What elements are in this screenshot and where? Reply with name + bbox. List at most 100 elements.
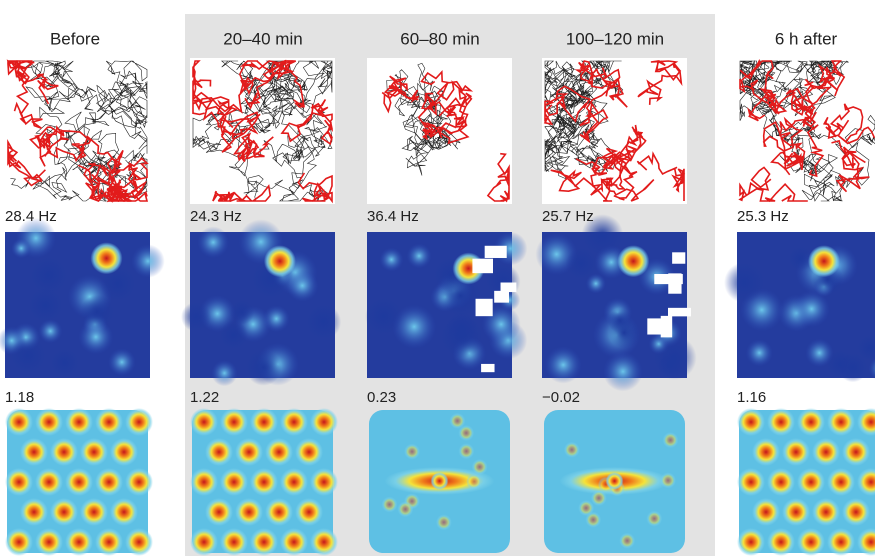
hot-field (617, 245, 649, 277)
dark-patch (181, 302, 211, 332)
weak-peak (436, 514, 452, 530)
weak-peak (662, 432, 678, 448)
peak (752, 498, 780, 526)
peak (280, 468, 308, 496)
peak (50, 438, 78, 466)
weak-peak (404, 444, 420, 460)
peak (295, 438, 323, 466)
low-field (197, 226, 229, 258)
dark-patch (446, 312, 478, 344)
peak (782, 438, 810, 466)
column-title: 20–40 min (223, 29, 302, 48)
hot-field (808, 245, 840, 277)
hot-field (264, 245, 296, 277)
dark-patch (653, 336, 697, 380)
rate-map (365, 232, 527, 378)
peak (737, 528, 765, 556)
column-title: Before (50, 29, 100, 48)
dark-patch (245, 349, 281, 385)
peak (310, 468, 338, 496)
peak (220, 528, 248, 556)
peak (797, 408, 825, 436)
peak (35, 528, 63, 556)
gridness-label: 0.23 (367, 389, 396, 406)
rate-label: 36.4 Hz (367, 208, 419, 225)
peak (95, 528, 123, 556)
autocorrelogram (369, 410, 510, 553)
peak (250, 468, 278, 496)
peak (65, 408, 93, 436)
rate-label: 24.3 Hz (190, 208, 242, 225)
low-field (11, 238, 31, 258)
peak (95, 408, 123, 436)
trajectory-plot (542, 58, 687, 204)
peak (265, 438, 293, 466)
peak (50, 498, 78, 526)
peak (235, 498, 263, 526)
low-field (379, 248, 403, 272)
peak (265, 498, 293, 526)
autocorrelogram (544, 410, 685, 553)
autocorrelogram (190, 408, 338, 556)
low-field (108, 348, 136, 376)
autocorrelogram (5, 408, 153, 556)
unvisited (661, 316, 672, 338)
peak (767, 468, 795, 496)
peak (827, 528, 855, 556)
gridness-label: −0.02 (542, 389, 580, 406)
peak (80, 498, 108, 526)
peak (295, 498, 323, 526)
weak-peak (381, 497, 397, 513)
peak (280, 528, 308, 556)
peak (842, 498, 870, 526)
rate-label: 28.4 Hz (5, 208, 57, 225)
low-field (131, 244, 165, 278)
trajectory-plot (190, 58, 335, 204)
unvisited (494, 291, 509, 303)
peak (110, 498, 138, 526)
peak (125, 528, 153, 556)
peak (190, 528, 218, 556)
dark-patch (219, 321, 248, 350)
peak (250, 408, 278, 436)
weak-peak (472, 459, 488, 475)
dark-patch (80, 295, 114, 329)
low-field (407, 243, 432, 268)
rate-label: 25.7 Hz (542, 208, 594, 225)
figure: Before28.4 Hz1.1820–40 min24.3 Hz1.2260–… (0, 0, 875, 556)
peak (35, 468, 63, 496)
unvisited (668, 308, 691, 317)
weak-peak (397, 501, 413, 517)
peak (125, 468, 153, 496)
weak-peak (646, 511, 662, 527)
peak (5, 408, 33, 436)
unvisited (501, 283, 517, 293)
unvisited (481, 364, 494, 372)
peak (95, 468, 123, 496)
peak (827, 408, 855, 436)
peak (310, 528, 338, 556)
column-title: 100–120 min (566, 29, 664, 48)
peak (797, 528, 825, 556)
peak (280, 408, 308, 436)
gridness-label: 1.18 (5, 389, 34, 406)
weak-peak (449, 413, 465, 429)
peak (205, 498, 233, 526)
peak (812, 498, 840, 526)
peak (220, 408, 248, 436)
weak-peak (466, 474, 482, 490)
dark-patch (230, 300, 255, 325)
weak-peak (578, 500, 594, 516)
unvisited (668, 273, 681, 293)
trajectory-plot (5, 58, 150, 204)
rate-map (535, 214, 696, 391)
weak-peak (660, 472, 676, 488)
peak (5, 528, 33, 556)
peak (125, 408, 153, 436)
peak (110, 438, 138, 466)
peak (782, 498, 810, 526)
peak (65, 468, 93, 496)
column-title: 60–80 min (400, 29, 479, 48)
hot-field (91, 242, 123, 274)
rate-map (724, 232, 875, 382)
